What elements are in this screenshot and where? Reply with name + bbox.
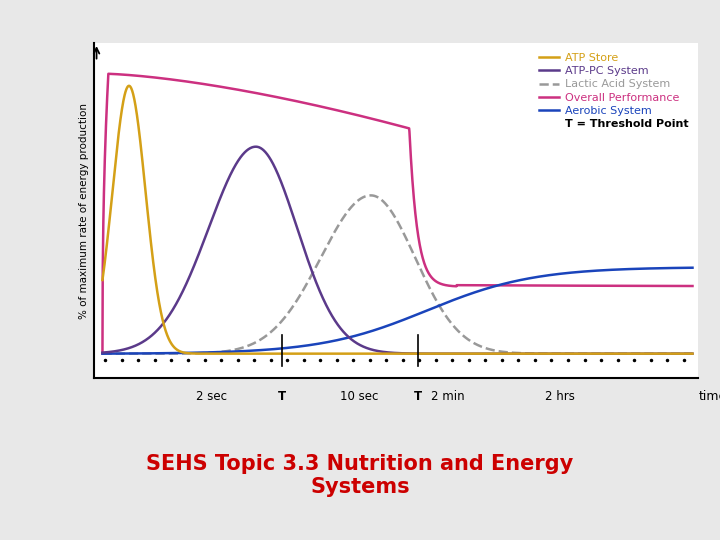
Text: 2 min: 2 min xyxy=(431,390,464,403)
Text: SEHS Topic 3.3 Nutrition and Energy
Systems: SEHS Topic 3.3 Nutrition and Energy Syst… xyxy=(146,454,574,497)
Text: 10 sec: 10 sec xyxy=(340,390,378,403)
Text: 2 sec: 2 sec xyxy=(196,390,227,403)
Text: T: T xyxy=(414,390,422,403)
Text: 2 hrs: 2 hrs xyxy=(545,390,575,403)
Text: T: T xyxy=(279,390,287,403)
Y-axis label: % of maximum rate of energy production: % of maximum rate of energy production xyxy=(79,103,89,319)
Text: time: time xyxy=(698,390,720,403)
Legend: ATP Store, ATP-PC System, Lactic Acid System, Overall Performance, Aerobic Syste: ATP Store, ATP-PC System, Lactic Acid Sy… xyxy=(535,49,693,133)
